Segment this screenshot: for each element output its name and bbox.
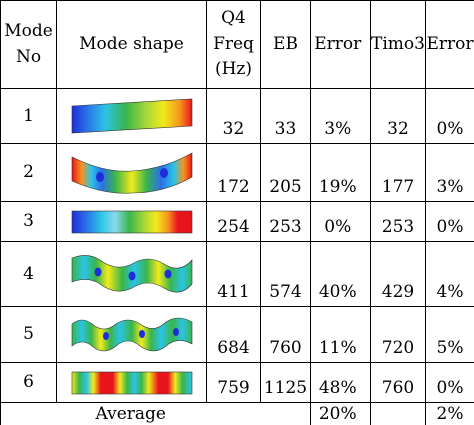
header-mode-shape: Mode shape xyxy=(56,0,207,89)
timo3-value: 253 xyxy=(370,201,426,242)
mode-shape-5 xyxy=(56,306,207,363)
eb-value: 574 xyxy=(260,241,311,307)
table-row: 4 xyxy=(0,241,474,307)
table-row: 6 xyxy=(0,362,474,403)
timo3-value: 429 xyxy=(370,241,426,307)
q4-value: 32 xyxy=(206,88,261,144)
eb-value: 33 xyxy=(260,88,311,144)
table-row: 2 xyxy=(0,143,474,202)
timo3-error: 0% xyxy=(425,88,474,144)
eb-error: 19% xyxy=(310,143,365,202)
eb-error: 48% xyxy=(310,362,365,403)
table-row: 5 xyxy=(0,306,474,363)
eb-error: 40% xyxy=(310,241,365,307)
q4-value: 411 xyxy=(206,241,261,307)
header-error-timo3: Error xyxy=(425,0,474,89)
timo3-error: 0% xyxy=(425,362,474,403)
mode-number: 1 xyxy=(0,88,57,144)
timo3-value: 32 xyxy=(370,88,426,144)
average-row: Average 20% 2% xyxy=(0,402,474,425)
eb-value: 760 xyxy=(260,306,311,363)
header-q4-freq: Q4 Freq (Hz) xyxy=(206,0,261,89)
timo3-value: 720 xyxy=(370,306,426,363)
timo3-value: 177 xyxy=(370,143,426,202)
mode-number: 6 xyxy=(0,362,57,403)
eb-value: 1125 xyxy=(260,362,311,403)
timo3-value: 760 xyxy=(370,362,426,403)
q4-value: 759 xyxy=(206,362,261,403)
header-row: Mode No Mode shape Q4 Freq (Hz) EB Error Ti… xyxy=(0,0,474,89)
average-label: Average xyxy=(0,402,261,425)
eb-error: 11% xyxy=(310,306,365,363)
timo3-error: 5% xyxy=(425,306,474,363)
header-timo3: Timo3 xyxy=(370,0,426,89)
mode-number: 4 xyxy=(0,241,57,307)
eb-error: 0% xyxy=(310,201,365,242)
eb-value: 205 xyxy=(260,143,311,202)
eb-value: 253 xyxy=(260,201,311,242)
timo3-error: 3% xyxy=(425,143,474,202)
mode-shape-4 xyxy=(56,241,207,307)
table-row: 1 xyxy=(0,88,474,144)
eb-error: 3% xyxy=(310,88,365,144)
mode-shape-6 xyxy=(56,362,207,403)
q4-value: 172 xyxy=(206,143,261,202)
timo3-error: 4% xyxy=(425,241,474,307)
mode-number: 5 xyxy=(0,306,57,363)
mode-shape-3 xyxy=(56,201,207,242)
average-timo3-error: 2% xyxy=(425,402,474,425)
mode-shape-2 xyxy=(56,143,207,202)
mode-number: 3 xyxy=(0,201,57,242)
q4-value: 254 xyxy=(206,201,261,242)
table-row: 3 xyxy=(0,201,474,242)
header-mode-no: Mode No xyxy=(0,0,57,89)
header-eb: EB xyxy=(260,0,311,89)
average-eb-error: 20% xyxy=(310,402,365,425)
q4-value: 684 xyxy=(206,306,261,363)
timo3-error: 0% xyxy=(425,201,474,242)
mode-shape-1 xyxy=(56,88,207,144)
mode-number: 2 xyxy=(0,143,57,202)
header-error-eb: Error xyxy=(310,0,365,89)
